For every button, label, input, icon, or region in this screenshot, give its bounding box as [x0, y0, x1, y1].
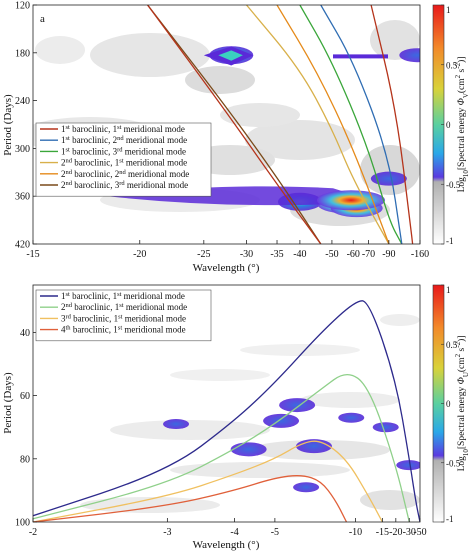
colorbar-tick-label: 1: [446, 5, 451, 15]
legend-entry: 1st baroclinic, 2nd meridional mode: [61, 135, 187, 146]
heat-patch: [370, 171, 407, 186]
heat-patch: [263, 413, 300, 428]
heat-patch: [372, 422, 399, 433]
dispersion-curve: [33, 440, 383, 522]
panel-a-colorbar: 1 0.5 0 -0.5 -1 Log10[Spectral energy ΦV(cm2 …: [432, 4, 470, 246]
x-tick-label: -90: [382, 249, 395, 260]
panel-b-frame: [32, 284, 421, 523]
panel-b-y-ticks: 40 60 80 100: [15, 328, 37, 529]
legend-entry: 2nd baroclinic, 2nd meridional mode: [61, 168, 189, 179]
y-tick-label: 420: [15, 240, 30, 251]
legend-box: [35, 289, 212, 342]
x-tick-label: -30: [240, 249, 253, 260]
x-tick-label: -50: [325, 249, 338, 260]
x-tick-label: -160: [411, 249, 429, 260]
x-tick-label: -20: [389, 527, 402, 538]
colorbar-tick-label: -0.5: [446, 458, 461, 468]
dispersion-curve: [276, 5, 390, 244]
panel-a: a -15 -20 -25 -30 -35 -40 -50 -60 -70 -90 -160 120…: [2, 1, 470, 275]
legend-entry: 1st baroclinic, 1st meridional mode: [61, 124, 185, 135]
y-tick-label: 100: [15, 518, 30, 529]
x-tick-label: -3: [163, 527, 171, 538]
x-tick-label: -25: [197, 249, 210, 260]
y-tick-label: 300: [15, 144, 30, 155]
x-tick-label: -40: [293, 249, 306, 260]
heat-patch: [293, 482, 320, 493]
dispersion-curve: [33, 300, 420, 522]
colorbar-tick-label: 0.5: [446, 340, 458, 350]
colorbar-tick-label: 0.5: [446, 60, 458, 70]
panel-a-frame: [32, 4, 421, 245]
panel-b-dispersion-curves: [33, 300, 420, 522]
dispersion-curve: [370, 5, 414, 244]
x-tick-label: -35: [270, 249, 283, 260]
x-tick-label: -70: [362, 249, 375, 260]
y-tick-label: 80: [20, 454, 30, 465]
colorbar-label: Log10[Spectral energy ΦV(cm2 s-2)]: [454, 57, 470, 193]
x-tick-label: -10: [349, 527, 362, 538]
x-tick-label: -15: [376, 527, 389, 538]
y-tick-label: 180: [15, 48, 30, 59]
legend-box: [35, 122, 212, 197]
heat-patch: [163, 419, 190, 430]
legend-entry: 2nd baroclinic, 3rd meridional mode: [61, 180, 188, 191]
colorbar-label: Log10[Spectral energy ΦU(cm2 s-2)]: [454, 336, 470, 472]
panel-b-grey-background: [80, 314, 420, 513]
heat-patch: [338, 412, 365, 423]
colorbar-tick-label: 0: [446, 120, 451, 130]
y-tick-label: 240: [15, 96, 30, 107]
x-tick-label: -4: [230, 527, 238, 538]
panel-b-x-ticks: -2 -3 -4 -5 -10 -15 -20 -30-50: [29, 518, 427, 538]
x-tick-label: -5: [271, 527, 279, 538]
x-tick-label: -20: [133, 249, 146, 260]
y-tick-label: 360: [15, 192, 30, 203]
colorbar-tick-label: 1: [446, 285, 451, 295]
dispersion-curve: [320, 5, 403, 244]
colorbar-tick-label: -0.5: [446, 180, 461, 190]
heat-patch: [230, 442, 267, 457]
panel-b-x-axis-label: Wavelength (°): [193, 539, 260, 551]
x-tick-label: -2: [29, 527, 37, 538]
panel-a-y-axis-label: Period (Days): [2, 94, 14, 156]
panel-b-colorbar: 1 0.5 0 -0.5 -1 Log10[Spectral energy ΦU(cm2 …: [432, 284, 470, 524]
x-tick-label: -60: [347, 249, 360, 260]
y-tick-label: 60: [20, 391, 30, 402]
dispersion-curve: [246, 5, 390, 244]
dispersion-curve: [33, 475, 348, 522]
panel-a-x-axis-label: Wavelength (°): [193, 262, 260, 274]
legend-entry: 3rd baroclinic, 1st meridional mode: [61, 313, 186, 324]
panel-b-y-axis-label: Period (Days): [2, 372, 14, 434]
heat-patch: [399, 48, 420, 63]
x-tick-label: -50: [413, 527, 426, 538]
x-tick-label: -15: [26, 249, 39, 260]
legend-entry: 2nd baroclinic, 1st meridional mode: [61, 302, 187, 313]
legend-entry: 2nd baroclinic, 1st meridional mode: [61, 157, 187, 168]
dispersion-curve: [147, 5, 322, 244]
panel-a-x-ticks: -15 -20 -25 -30 -35 -40 -50 -60 -70 -90 -160: [26, 240, 429, 260]
y-tick-label: 120: [15, 1, 30, 12]
dispersion-curve: [299, 5, 403, 244]
heat-patch: [396, 460, 420, 471]
colorbar-tick-label: 0: [446, 399, 451, 409]
colorbar-tick-label: -1: [446, 514, 454, 524]
legend-entry: 1st baroclinic, 3rd meridional mode: [61, 146, 186, 157]
heat-strip: [333, 54, 388, 59]
legend-entry: 1st baroclinic, 1st meridional mode: [61, 291, 185, 302]
y-tick-label: 40: [20, 328, 30, 339]
x-tick-label: -30: [403, 527, 416, 538]
heat-diamond-core: [218, 50, 243, 61]
panel-a-dispersion-curves: [147, 5, 414, 244]
colorbar-tick-label: -1: [446, 236, 454, 246]
legend-entry: 4th baroclinic, 1st meridional mode: [61, 324, 186, 335]
dispersion-curve: [33, 374, 410, 522]
heat-patch: [279, 398, 316, 413]
panel-a-letter: a: [40, 13, 45, 25]
